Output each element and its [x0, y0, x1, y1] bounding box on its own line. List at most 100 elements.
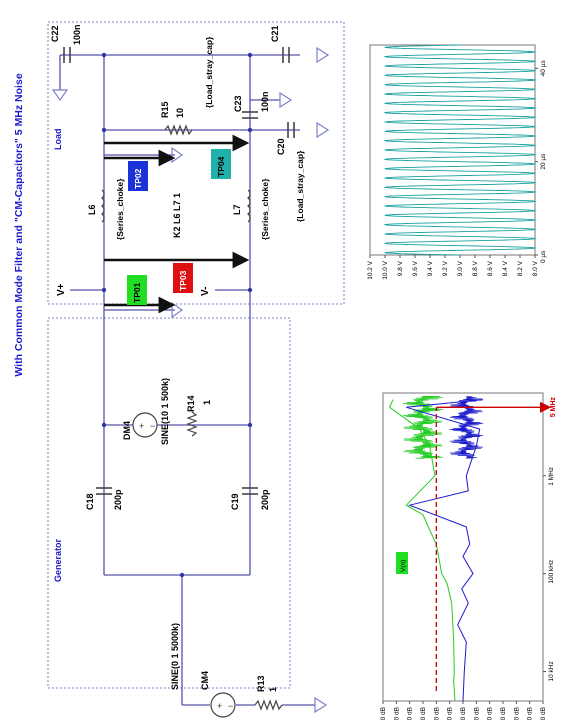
ground-icon [314, 696, 328, 714]
waveform-y-tick-label: 8.6 V [487, 260, 494, 276]
waveform-x-axis: 0 µs 20 µs 40 µs [535, 60, 547, 263]
k2-coupling: K2 L6 L7 1 [172, 193, 182, 238]
waveform-y-tick-label: 9.0 V [457, 260, 464, 276]
r14-value: 1 [202, 400, 212, 405]
waveform-y-axis: 10.2 V 10.0 V 9.8 V 9.6 V 9.4 V 9.2 V 9.0 V 8.8… [367, 255, 539, 280]
tp04-text: TP04 [216, 156, 226, 177]
dm4-source-symbol: + − [132, 412, 158, 438]
l7-symbol [247, 189, 251, 223]
c19-label: C19 [230, 493, 240, 510]
tp03-badge [173, 263, 193, 293]
spectrum-y-tick-label: -120 dB [460, 707, 467, 720]
c21-symbol [282, 47, 290, 63]
spectrum-x-axis: 10 kHz 100 kHz 1 MHz [543, 467, 555, 682]
waveform-y-tick-label: 8.2 V [517, 260, 524, 276]
spectrum-y-tick-label: -240 dB [540, 707, 547, 720]
diagram-title: With Common Mode Filter and "CM-Capacito… [13, 73, 25, 376]
spectrum-x-tick-label: 10 kHz [548, 661, 555, 681]
cm4-value: SINE(0 1 5000k) [170, 623, 180, 690]
spectrum-series-tag: V(n) [400, 560, 407, 572]
waveform-y-tick-label: 8.8 V [472, 260, 479, 276]
c18-label: C18 [85, 493, 95, 510]
waveform-y-tick-label: 9.4 V [427, 260, 434, 276]
waveform-y-tick-label: 9.2 V [442, 260, 449, 276]
c18-value: 200p [113, 489, 123, 510]
ground-icon [51, 89, 69, 102]
c21-label: C21 [270, 25, 280, 42]
load-label: Load [53, 129, 63, 151]
spectrum-y-axis: 0 dB -20 dB -40 dB -60 dB -80 dB -100 dB -120 … [380, 701, 547, 725]
wires [59, 54, 315, 706]
tp04-badge [211, 149, 231, 179]
waveform-x-tick-label: 0 µs [540, 250, 547, 263]
cm4-source-symbol: + − [210, 692, 236, 718]
spectrum-noise-green [402, 395, 444, 459]
c20-value: {Load_stray_cap} [295, 150, 305, 222]
spectrum-x-tick-label: 100 kHz [548, 560, 555, 584]
spectrum-y-tick-label: -200 dB [513, 707, 520, 720]
waveform-x-tick-label: 20 µs [540, 153, 547, 170]
cm4-label: CM4 [200, 671, 210, 690]
svg-text:+: + [217, 701, 222, 711]
spectrum-x-tick-label: 1 MHz [548, 467, 555, 486]
waveform-y-tick-label: 9.8 V [397, 260, 404, 276]
waveform-x-tick-label: 40 µs [540, 60, 547, 77]
svg-text:−: − [150, 421, 155, 431]
dm4-value: SINE(10 1 500k) [160, 378, 170, 445]
c23-label: C23 [233, 95, 243, 112]
tp01-text: TP01 [132, 282, 142, 303]
r13-value: 1 [268, 687, 278, 692]
r15-label: R15 [160, 101, 170, 118]
dm4-label: DM4 [122, 421, 132, 440]
load-box [47, 21, 345, 305]
r13-symbol [254, 699, 283, 711]
spectrum-y-tick-label: -140 dB [473, 707, 480, 720]
tp03-text: TP03 [178, 270, 188, 291]
r13-label: R13 [256, 675, 266, 692]
l6-value: {Series_choke} [115, 178, 125, 240]
waveform-y-tick-label: 9.6 V [412, 260, 419, 276]
l6-label: L6 [87, 204, 97, 215]
c19-symbol [242, 487, 258, 495]
spectrum-y-tick-label: -160 dB [487, 707, 494, 720]
spectrum-y-tick-label: -100 dB [447, 707, 454, 720]
l7-label: L7 [232, 204, 242, 215]
waveform-plot: 10.2 V 10.0 V 9.8 V 9.6 V 9.4 V 9.2 V 9.0 V 8.8… [367, 44, 547, 280]
spectrum-y-tick-label: -20 dB [393, 707, 400, 720]
r15-symbol [164, 124, 193, 136]
waveform-series-line [383, 44, 537, 256]
spectrum-y-tick-label: 0 dB [380, 707, 387, 720]
spectrum-y-tick-label: -220 dB [527, 707, 534, 720]
tp02-text: TP02 [133, 168, 143, 189]
c20-symbol [287, 122, 295, 138]
c22-label: C22 [50, 25, 60, 42]
spectrum-y-tick-label: -60 dB [420, 707, 427, 720]
ground-icon [279, 91, 293, 109]
svg-text:+: + [139, 421, 144, 431]
c19-value: 200p [260, 489, 270, 510]
spectrum-plot-frame [382, 392, 544, 702]
vminus-label: V- [200, 287, 211, 296]
l7-value: {Series_choke} [260, 178, 270, 240]
waveform-y-tick-label: 8.4 V [502, 260, 509, 276]
spectrum-y-tick-label: -40 dB [407, 707, 414, 720]
spectrum-y-tick-label: -180 dB [500, 707, 507, 720]
generator-box [47, 317, 291, 689]
c23-value: 100n [260, 91, 270, 112]
r14-label: R14 [186, 395, 196, 412]
c20-label: C20 [276, 138, 286, 155]
c18-symbol [96, 487, 112, 495]
ground-icon [316, 121, 330, 139]
r14-symbol [186, 411, 198, 437]
c21-value: {Load_stray_cap} [204, 36, 214, 108]
ground-icon [316, 46, 330, 64]
c22-value: 100n [72, 24, 82, 45]
waveform-y-tick-label: 10.2 V [367, 260, 374, 279]
spectrum-series [389, 395, 484, 702]
spectrum-noise-blue [449, 395, 484, 459]
spectrum-series-blue [406, 399, 484, 702]
spectrum-plot: 0 dB -20 dB -40 dB -60 dB -80 dB -100 dB -120 … [380, 392, 557, 725]
l6-symbol [101, 189, 105, 223]
